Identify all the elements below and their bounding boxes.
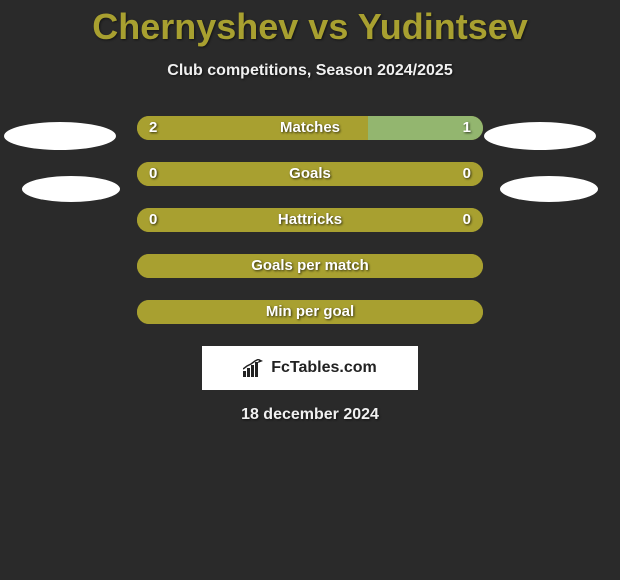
stat-row: Min per goal bbox=[0, 300, 620, 324]
avatar-disc bbox=[484, 122, 596, 150]
stat-row: 00Hattricks bbox=[0, 208, 620, 232]
stat-bar: 21Matches bbox=[137, 116, 483, 140]
bar-right-fill bbox=[310, 208, 483, 232]
page-title: Chernyshev vs Yudintsev bbox=[0, 0, 620, 48]
stat-right-value: 0 bbox=[463, 162, 471, 186]
date-label: 18 december 2024 bbox=[0, 406, 620, 424]
logo-box: FcTables.com bbox=[202, 346, 418, 390]
barchart-icon bbox=[243, 359, 265, 377]
avatar-disc bbox=[22, 176, 120, 202]
bar-right-fill bbox=[310, 162, 483, 186]
stat-bar: 00Hattricks bbox=[137, 208, 483, 232]
stat-left-value: 2 bbox=[149, 116, 157, 140]
stat-left-value: 0 bbox=[149, 162, 157, 186]
bar-left-fill bbox=[137, 162, 310, 186]
stat-right-value: 1 bbox=[463, 116, 471, 140]
subtitle: Club competitions, Season 2024/2025 bbox=[0, 62, 620, 80]
avatar-disc bbox=[500, 176, 598, 202]
stat-right-value: 0 bbox=[463, 208, 471, 232]
bar-left-fill bbox=[137, 208, 310, 232]
logo-text: FcTables.com bbox=[271, 359, 377, 377]
stat-row: Goals per match bbox=[0, 254, 620, 278]
stat-bar: Goals per match bbox=[137, 254, 483, 278]
bar-left-fill bbox=[137, 116, 368, 140]
avatar-disc bbox=[4, 122, 116, 150]
bar-left-fill bbox=[137, 254, 483, 278]
stat-left-value: 0 bbox=[149, 208, 157, 232]
stat-bar: 00Goals bbox=[137, 162, 483, 186]
stat-bar: Min per goal bbox=[137, 300, 483, 324]
bar-left-fill bbox=[137, 300, 483, 324]
